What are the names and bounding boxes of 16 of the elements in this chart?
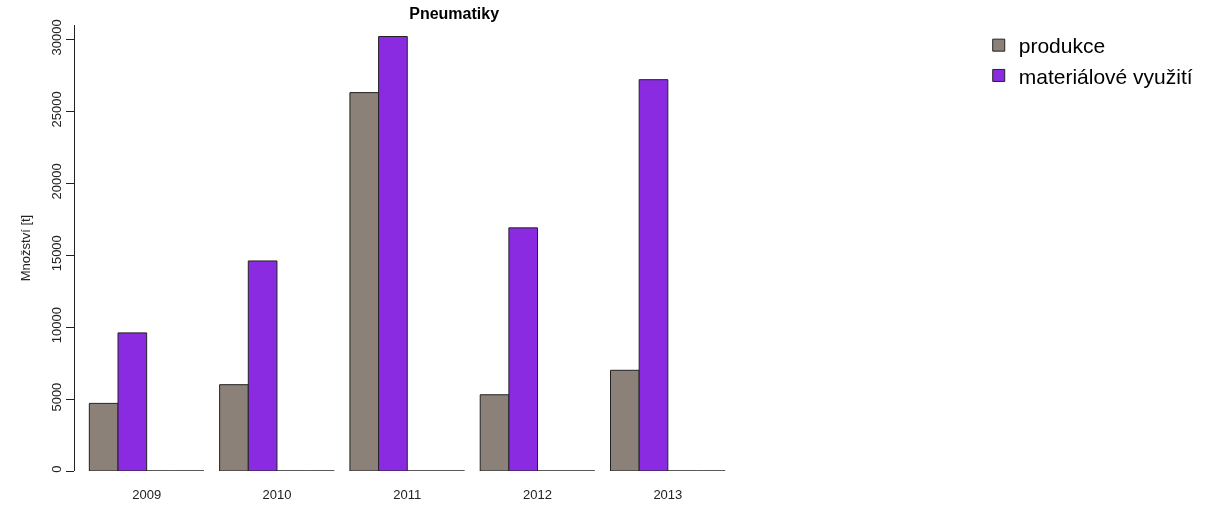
legend-label: materiálové využití: [1018, 64, 1193, 88]
y-tick-label: 25000: [48, 91, 64, 128]
x-tick-label: 2012: [523, 487, 552, 502]
y-tick-label: 15000: [48, 235, 64, 272]
x-tick-label: 2013: [653, 487, 683, 502]
y-axis-title: Množství [t]: [17, 214, 33, 282]
y-tick-label: 10000: [48, 307, 64, 344]
y-tick-label: 20000: [48, 163, 64, 200]
legend-label: produkce: [1018, 34, 1106, 58]
x-tick-label: 2010: [262, 487, 292, 502]
x-tick-label: 2011: [393, 487, 422, 502]
chart-title: Pneumatiky: [409, 5, 500, 23]
y-tick-label: 5000: [48, 382, 64, 412]
y-tick-label: 30000: [48, 19, 64, 56]
y-tick-label: 0: [48, 465, 64, 473]
x-tick-label: 2009: [132, 487, 162, 502]
